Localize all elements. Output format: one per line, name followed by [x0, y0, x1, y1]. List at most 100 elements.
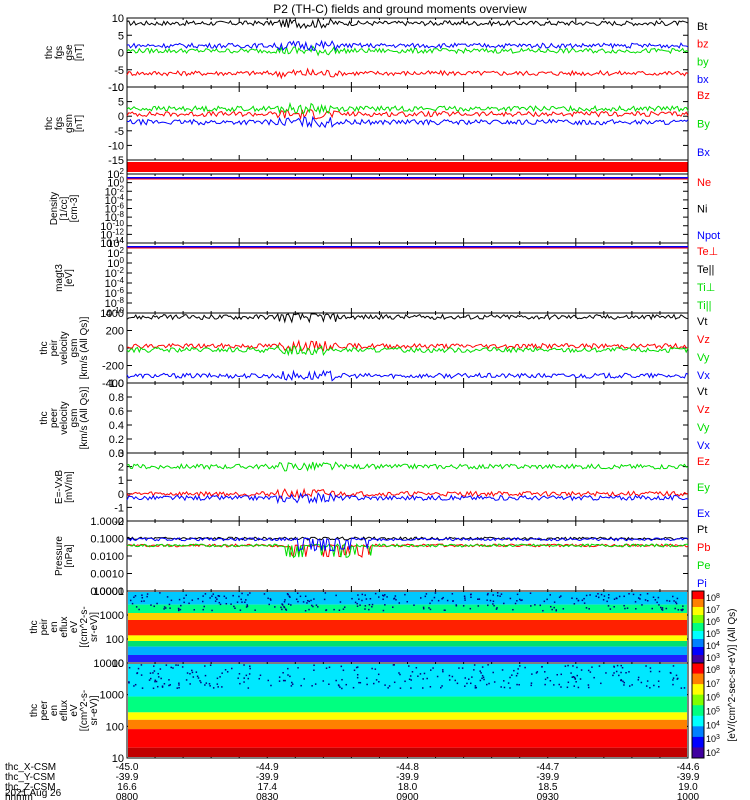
heatmap-cell — [280, 606, 282, 609]
colorbar-label: [eV/(cm^2-sec-sr-eV)] (All Qs) — [727, 608, 738, 741]
heatmap-cell — [352, 686, 355, 689]
heatmap-cell — [625, 671, 627, 674]
heatmap-cell — [570, 672, 572, 674]
heatmap-cell — [303, 678, 305, 680]
heatmap-cell — [169, 607, 171, 609]
heatmap-cell — [341, 678, 343, 681]
heatmap-cell — [374, 668, 377, 670]
heatmap-cell — [218, 595, 221, 597]
y-tick-label: 3 — [118, 448, 124, 460]
y-axis-label: [km/s (All Qs)] — [79, 316, 90, 379]
heatmap-cell — [140, 664, 143, 666]
heatmap-cell — [136, 672, 138, 675]
heatmap-cell — [192, 676, 195, 678]
heatmap-cell — [364, 605, 367, 607]
heatmap-cell — [178, 609, 180, 612]
heatmap-cell — [177, 664, 179, 666]
heatmap-cell — [239, 609, 242, 611]
series-line-Pe — [126, 543, 689, 559]
heatmap-cell — [620, 671, 622, 674]
heatmap-cell — [259, 674, 262, 677]
heatmap-cell — [134, 595, 137, 597]
legend-entry: Pi — [697, 578, 707, 590]
heatmap-cell — [323, 598, 326, 601]
heatmap-cell — [589, 594, 591, 596]
legend-entry: Ne — [697, 177, 711, 189]
heatmap-cell — [555, 609, 557, 612]
heatmap-cell — [314, 683, 317, 685]
colorbar-segment — [692, 736, 704, 748]
heatmap-cell — [612, 674, 614, 677]
heatmap-cell — [138, 608, 140, 611]
heatmap-band — [128, 664, 687, 697]
panel-peer_velocity — [126, 382, 689, 454]
colorbar-segment — [692, 705, 704, 717]
heatmap-cell — [621, 666, 624, 669]
colorbar-segment — [692, 599, 704, 608]
heatmap-cell — [312, 605, 314, 608]
y-axis-label: eflux — [59, 700, 70, 721]
heatmap-cell — [355, 666, 358, 669]
heatmap-cell — [628, 685, 631, 687]
heatmap-cell — [178, 684, 180, 686]
heatmap-cell — [631, 684, 633, 686]
heatmap-cell — [425, 593, 428, 595]
heatmap-cell — [576, 666, 578, 669]
legend-entry: Vz — [697, 334, 710, 346]
heatmap-cell — [311, 685, 313, 687]
heatmap-cell — [649, 670, 652, 673]
y-tick-label: 0 — [118, 48, 124, 60]
y-tick-label: 102 — [107, 167, 124, 181]
colorbar-tick-label: 108 — [706, 593, 720, 603]
heatmap-band — [128, 712, 687, 720]
heatmap-cell — [408, 678, 411, 681]
heatmap-cell — [364, 594, 366, 596]
heatmap-cell — [637, 679, 640, 681]
heatmap-cell — [155, 680, 158, 683]
heatmap-cell — [603, 595, 606, 597]
heatmap-cell — [246, 604, 248, 606]
heatmap-cell — [571, 676, 574, 678]
heatmap-cell — [148, 679, 151, 681]
y-axis-label: [cm-3] — [69, 194, 80, 222]
heatmap-cell — [244, 601, 246, 603]
heatmap-cell — [189, 672, 191, 675]
heatmap-cell — [201, 600, 204, 603]
y-tick-label: 10-10 — [100, 306, 124, 320]
heatmap-cell — [270, 684, 272, 687]
heatmap-cell — [530, 605, 532, 607]
heatmap-cell — [278, 680, 281, 682]
heatmap-cell — [311, 604, 313, 607]
y-axis-label: fgs — [54, 46, 65, 59]
heatmap-cell — [422, 606, 425, 609]
heatmap-cell — [628, 592, 630, 595]
x-axis-value: 0830 — [256, 792, 279, 800]
heatmap-cell — [313, 598, 315, 600]
heatmap-cell — [205, 682, 208, 684]
heatmap-cell — [243, 677, 245, 679]
heatmap-cell — [224, 669, 227, 671]
y-tick-label: 1000 — [100, 610, 124, 622]
heatmap-cell — [170, 599, 173, 602]
heatmap-cell — [161, 686, 164, 688]
heatmap-cell — [673, 600, 675, 602]
heatmap-cell — [338, 609, 341, 611]
heatmap-cell — [519, 665, 521, 667]
heatmap-cell — [432, 667, 434, 669]
y-axis-label: [eV] — [64, 269, 75, 287]
heatmap-cell — [172, 667, 174, 669]
heatmap-cell — [500, 686, 502, 688]
heatmap-cell — [474, 685, 477, 687]
heatmap-cell — [238, 673, 241, 675]
heatmap-cell — [141, 687, 144, 689]
heatmap-cell — [181, 666, 184, 668]
heatmap-cell — [674, 607, 676, 610]
heatmap-cell — [649, 687, 651, 689]
series-line-Ex — [126, 491, 689, 505]
heatmap-cell — [549, 679, 552, 682]
heatmap-cell — [520, 599, 522, 602]
x-axis-value: 17.4 — [258, 782, 278, 793]
heatmap-cell — [413, 604, 415, 606]
legend-entry: Ti|| — [697, 300, 711, 312]
heatmap-cell — [672, 679, 674, 681]
